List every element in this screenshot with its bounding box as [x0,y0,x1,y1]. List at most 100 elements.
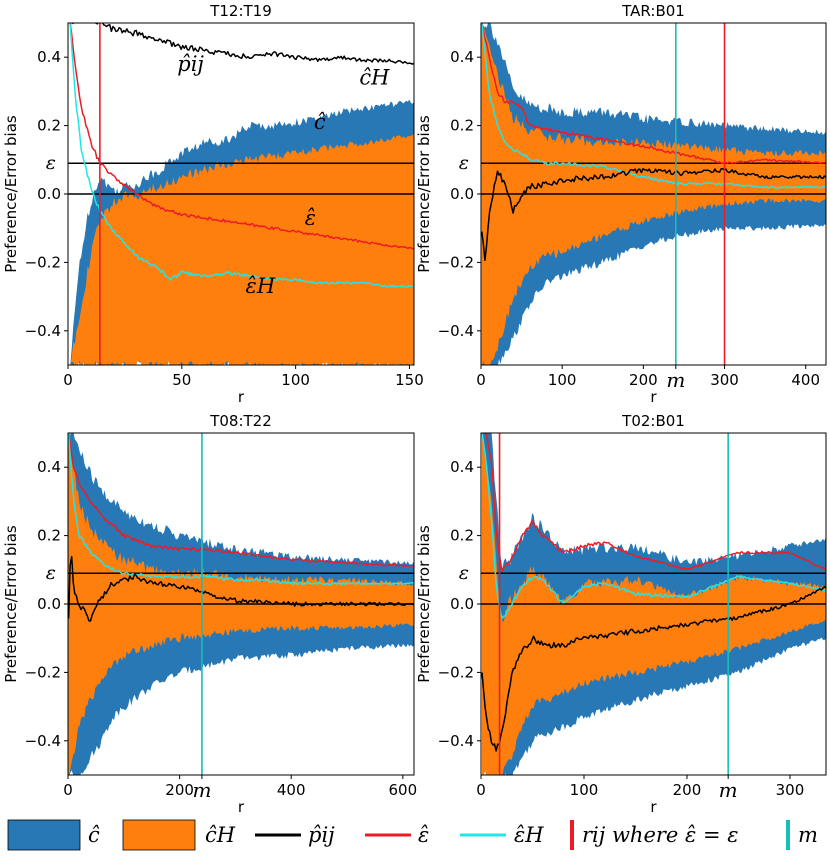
legend-label: ε̂ [418,823,429,847]
y-tick-label: −0.2 [25,663,61,681]
annotation: ε̂ [305,206,316,230]
legend-label: p̂ij [308,823,335,847]
panel-title: T12:T19 [209,2,272,20]
legend-label: ĉH [205,823,236,847]
y-tick-label: 0.0 [450,595,474,613]
x-tick-label: 0 [63,371,73,389]
x-tick-label: 600 [389,781,418,799]
epsilon-label: ε [46,152,56,174]
legend-item: m [786,820,818,850]
y-tick-label: 0.2 [37,527,61,545]
legend-item: rij where ε̂ = ε [570,820,739,850]
p-ij-line [68,555,414,622]
y-tick-label: 0.0 [450,185,474,203]
x-tick-label: 300 [776,781,805,799]
eps-hat-h-line [69,24,414,288]
legend-item: p̂ij [255,823,335,847]
y-tick-label: 0.2 [450,117,474,135]
x-tick-label: 200 [165,781,194,799]
plot-area [481,23,826,365]
y-tick-label: 0.0 [37,185,61,203]
y-tick-label: −0.2 [438,663,474,681]
panels: p̂ij ĉH ĉ ε̂ ε̂H T12:T19 −0.4 −0.2 0.0 0.2 0.4 ε 0 50… [2,2,827,816]
x-tick-label: 100 [281,371,310,389]
eps-hat-line [481,433,826,572]
x-axis-label: r [650,388,657,406]
annotation: ĉ [314,110,326,134]
legend-item: ε̂H [460,823,544,847]
m-tick-label: m [719,778,738,802]
eps-hat-line [68,433,414,568]
x-tick-label: 100 [570,781,599,799]
y-tick-label: 0.0 [37,595,61,613]
panel-3: T08:T22 −0.4 −0.2 0.0 0.2 0.4 ε 0 200 400 600 m r Pre… [2,412,417,816]
epsilon-label: ε [459,562,469,584]
panel-4: T02:B01 −0.4 −0.2 0.0 0.2 0.4 ε 0 100 200 300 m r Pre… [415,412,827,816]
annotation: ĉH [359,66,390,90]
epsilon-label: ε [46,562,56,584]
y-tick-label: −0.4 [438,322,474,340]
plot-area [68,23,414,365]
x-axis-label: r [650,798,657,816]
legend-swatch [122,819,196,851]
y-tick-label: 0.4 [37,48,61,66]
legend-label: m [798,823,818,847]
legend-item: ĉH [122,819,236,851]
panel-title: TAR:B01 [621,2,685,20]
x-tick-label: 400 [791,371,820,389]
eps-hat-h-line [481,433,826,619]
eps-hat-h-line [481,23,826,189]
annotation: p̂ij [177,52,204,76]
c-hat-h-band [481,25,826,365]
x-tick-label: 200 [629,371,658,389]
y-tick-label: −0.2 [25,253,61,271]
m-tick-label: m [666,368,685,392]
x-tick-label: 100 [548,371,577,389]
eps-hat-h-line [68,433,414,586]
x-tick-label: 300 [710,371,739,389]
y-tick-label: −0.4 [438,732,474,750]
x-tick-label: 400 [277,781,306,799]
x-axis-label: r [238,388,245,406]
y-tick-label: 0.2 [37,117,61,135]
epsilon-label: ε [459,152,469,174]
y-tick-label: 0.4 [450,458,474,476]
x-tick-label: 0 [476,781,486,799]
c-hat-h-band [70,133,414,365]
y-axis-label: Preference/Error bias [415,525,433,683]
y-tick-label: −0.4 [25,732,61,750]
legend-swatch [7,819,81,851]
legend-item: ε̂ [365,823,429,847]
y-axis-label: Preference/Error bias [2,115,20,273]
p-ij-line [481,167,826,262]
panel-title: T08:T22 [209,412,272,430]
p-ij-line [481,585,826,752]
plot-area [481,433,826,775]
panel-title: T02:B01 [621,412,685,430]
plot-area [68,433,414,775]
panel-2: TAR:B01 −0.4 −0.2 0.0 0.2 0.4 ε 0 100 200 300 400 mr… [415,2,827,406]
legend-label: ε̂H [514,823,544,847]
annotation: ε̂H [246,274,276,298]
y-axis-label: Preference/Error bias [415,115,433,273]
y-tick-label: 0.2 [450,527,474,545]
x-tick-label: 0 [476,371,486,389]
y-axis-label: Preference/Error bias [2,525,20,683]
legend-item: ĉ [7,819,100,851]
legend: ĉ ĉH p̂ij ε̂ ε̂H rij where ε̂ = ε m [7,819,818,851]
panel-1: p̂ij ĉH ĉ ε̂ ε̂H T12:T19 −0.4 −0.2 0.0 0.2 0.4 ε 0 50… [2,2,424,406]
m-tick-label: m [192,778,211,802]
eps-hat-line [481,23,826,165]
x-axis-label: r [238,798,245,816]
legend-swatch [570,820,574,850]
x-tick-label: 200 [673,781,702,799]
y-tick-label: −0.4 [25,322,61,340]
y-tick-label: −0.2 [438,253,474,271]
legend-label: ĉ [88,823,100,847]
x-tick-label: 50 [172,371,191,389]
x-tick-label: 150 [395,371,424,389]
p-ij-line [71,23,414,65]
eps-hat-line [69,23,414,250]
x-tick-label: 0 [63,781,73,799]
